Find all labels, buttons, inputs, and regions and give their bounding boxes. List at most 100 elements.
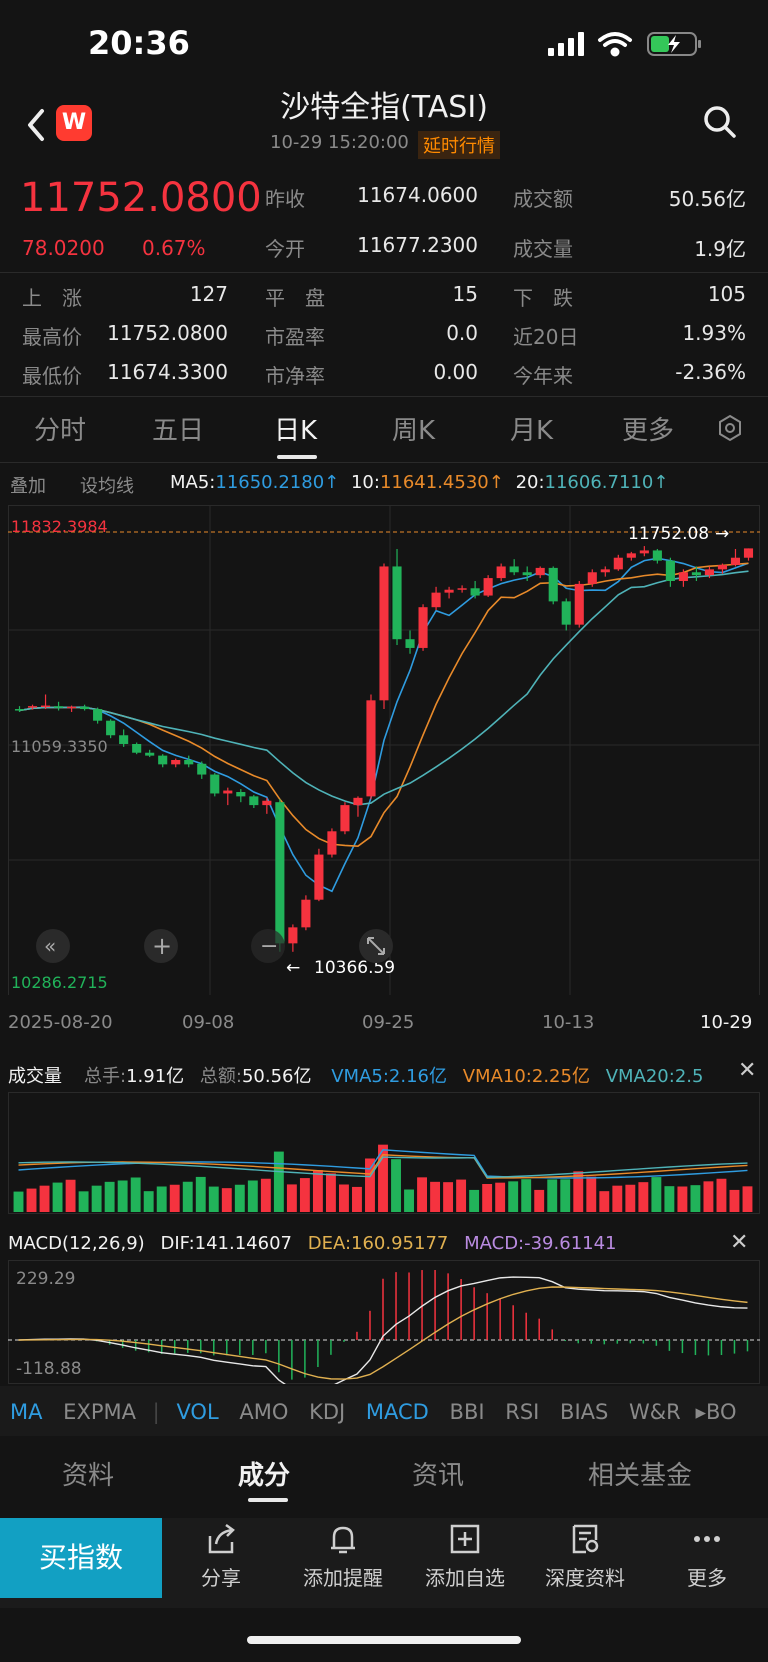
turnover-label: 成交额 (513, 187, 573, 211)
tab-intraday[interactable]: 分时 (34, 416, 87, 446)
vma10-value: VMA10:2.25亿 (462, 1066, 590, 1087)
candle-body (600, 569, 610, 573)
add-watchlist-button[interactable]: 添加自选 (410, 1522, 520, 1591)
indicator-bias[interactable]: BIAS (560, 1400, 609, 1424)
more-button[interactable]: 更多 (652, 1522, 762, 1591)
buy-index-button[interactable]: 买指数 (0, 1518, 162, 1598)
low-price-label: 10366.59 (314, 958, 395, 978)
volume-bar (404, 1189, 414, 1212)
volume-bar (638, 1182, 649, 1212)
candle-body (743, 548, 754, 558)
volume-bar (664, 1186, 675, 1212)
indicator-vol[interactable]: VOL (176, 1400, 219, 1424)
indicator-amo[interactable]: AMO (239, 1400, 289, 1424)
tab-news[interactable]: 资讯 (412, 1461, 465, 1491)
expand-icon (367, 937, 385, 955)
d20-value: 1.93% (682, 321, 746, 345)
indicator-kdj[interactable]: KDJ (309, 1400, 346, 1424)
indicator-macd[interactable]: MACD (365, 1400, 429, 1424)
zoom-out-button[interactable] (251, 929, 285, 963)
candle-body (145, 752, 155, 756)
plus-square-icon (450, 1524, 480, 1554)
close-volume-icon[interactable]: ✕ (730, 1058, 757, 1083)
candle-body (405, 639, 415, 648)
volume-bar (182, 1181, 193, 1212)
volume-bar (586, 1176, 597, 1212)
ytd-value: -2.36% (675, 360, 746, 384)
candle-body (314, 854, 324, 900)
overlay-button[interactable]: 叠加 (10, 476, 46, 497)
candle-body (27, 706, 38, 708)
volume-bar (260, 1178, 271, 1212)
volume-bar (365, 1158, 375, 1212)
indicator-expma[interactable]: EXPMA (63, 1400, 136, 1424)
volume-bar (143, 1191, 154, 1212)
low-value: 11674.3300 (107, 360, 228, 384)
macd-title: MACD(12,26,9) (8, 1233, 145, 1254)
volume-ma-lines (18, 1149, 748, 1179)
vma20-line (18, 1156, 748, 1179)
candle-body (67, 706, 77, 709)
macd-legend: MACD(12,26,9) DIF:141.14607 DEA:160.9517… (8, 1233, 617, 1254)
vma10-line (18, 1154, 748, 1179)
candle-body (665, 560, 675, 581)
tab-more[interactable]: 更多 (622, 416, 675, 446)
tab-monthly-k[interactable]: 月K (510, 416, 554, 446)
deep-data-button[interactable]: 深度资料 (530, 1522, 640, 1591)
indicator-ma[interactable]: MA (10, 1400, 43, 1424)
candle-body (626, 553, 636, 558)
tab-related-funds[interactable]: 相关基金 (588, 1461, 693, 1491)
search-icon[interactable] (702, 104, 738, 140)
volume-bar (234, 1184, 245, 1212)
indicator-rsi[interactable]: RSI (505, 1400, 540, 1424)
volume-bar (104, 1181, 115, 1212)
kline-chart[interactable]: 11832.3984 11059.3350 10286.2715 11752.0… (8, 505, 760, 995)
high-label: 最高价 (22, 325, 82, 349)
tab-five-day[interactable]: 五日 (152, 416, 205, 446)
close-macd-icon[interactable]: ✕ (730, 1230, 749, 1255)
wifi-icon (598, 32, 632, 57)
volume-bar (208, 1186, 219, 1212)
back-icon[interactable] (22, 105, 52, 145)
indicator-bbi[interactable]: BBI (449, 1400, 485, 1424)
x-label-start: 2025-08-20 (8, 1012, 113, 1033)
volume-bar (508, 1181, 519, 1212)
total-hands-value: 1.91亿 (126, 1066, 185, 1087)
indicator-wr[interactable]: W&R (629, 1400, 681, 1424)
candle-body (535, 567, 545, 576)
indicator-more[interactable]: ▸BO (695, 1400, 737, 1424)
candle-body (431, 592, 441, 608)
ma-legend: MA5:11650.2180↑ 10:11641.4530↑ 20:11606.… (170, 472, 668, 493)
volume-bar (443, 1182, 454, 1212)
candle-body (457, 588, 467, 590)
x-label-end: 10-29 (700, 1012, 753, 1033)
volume-bar (716, 1178, 727, 1212)
more-dots-icon (694, 1536, 720, 1542)
tab-weekly-k[interactable]: 周K (392, 416, 436, 446)
zoom-in-button[interactable] (144, 929, 178, 963)
volume-bar (117, 1180, 128, 1212)
dea-value: DEA:160.95177 (307, 1233, 449, 1254)
low-price-arrow: ← (286, 958, 300, 978)
candle-body (275, 802, 285, 944)
scroll-left-button[interactable] (36, 929, 70, 963)
add-alert-button[interactable]: 添加提醒 (288, 1522, 398, 1591)
ytd-label: 今年来 (513, 364, 573, 388)
candle-body (717, 564, 728, 570)
candle-body (483, 578, 493, 596)
bottom-tab-indicator (248, 1498, 288, 1502)
x-label-3: 09-25 (362, 1012, 415, 1033)
divider (0, 462, 768, 463)
ma5-value: 11650.2180↑ (215, 472, 340, 493)
tab-constituents[interactable]: 成分 (238, 1461, 291, 1491)
candle-body (236, 792, 246, 797)
ma-setting-button[interactable]: 设均线 (80, 476, 134, 497)
chart-settings-icon[interactable] (716, 414, 744, 442)
tab-profile[interactable]: 资料 (62, 1461, 115, 1491)
share-button[interactable]: 分享 (166, 1522, 276, 1591)
tab-daily-k[interactable]: 日K (274, 416, 318, 446)
candle-body (301, 899, 311, 928)
prev-close-label: 昨收 (265, 187, 305, 211)
candle-body (132, 743, 142, 753)
candle-body (678, 572, 688, 581)
